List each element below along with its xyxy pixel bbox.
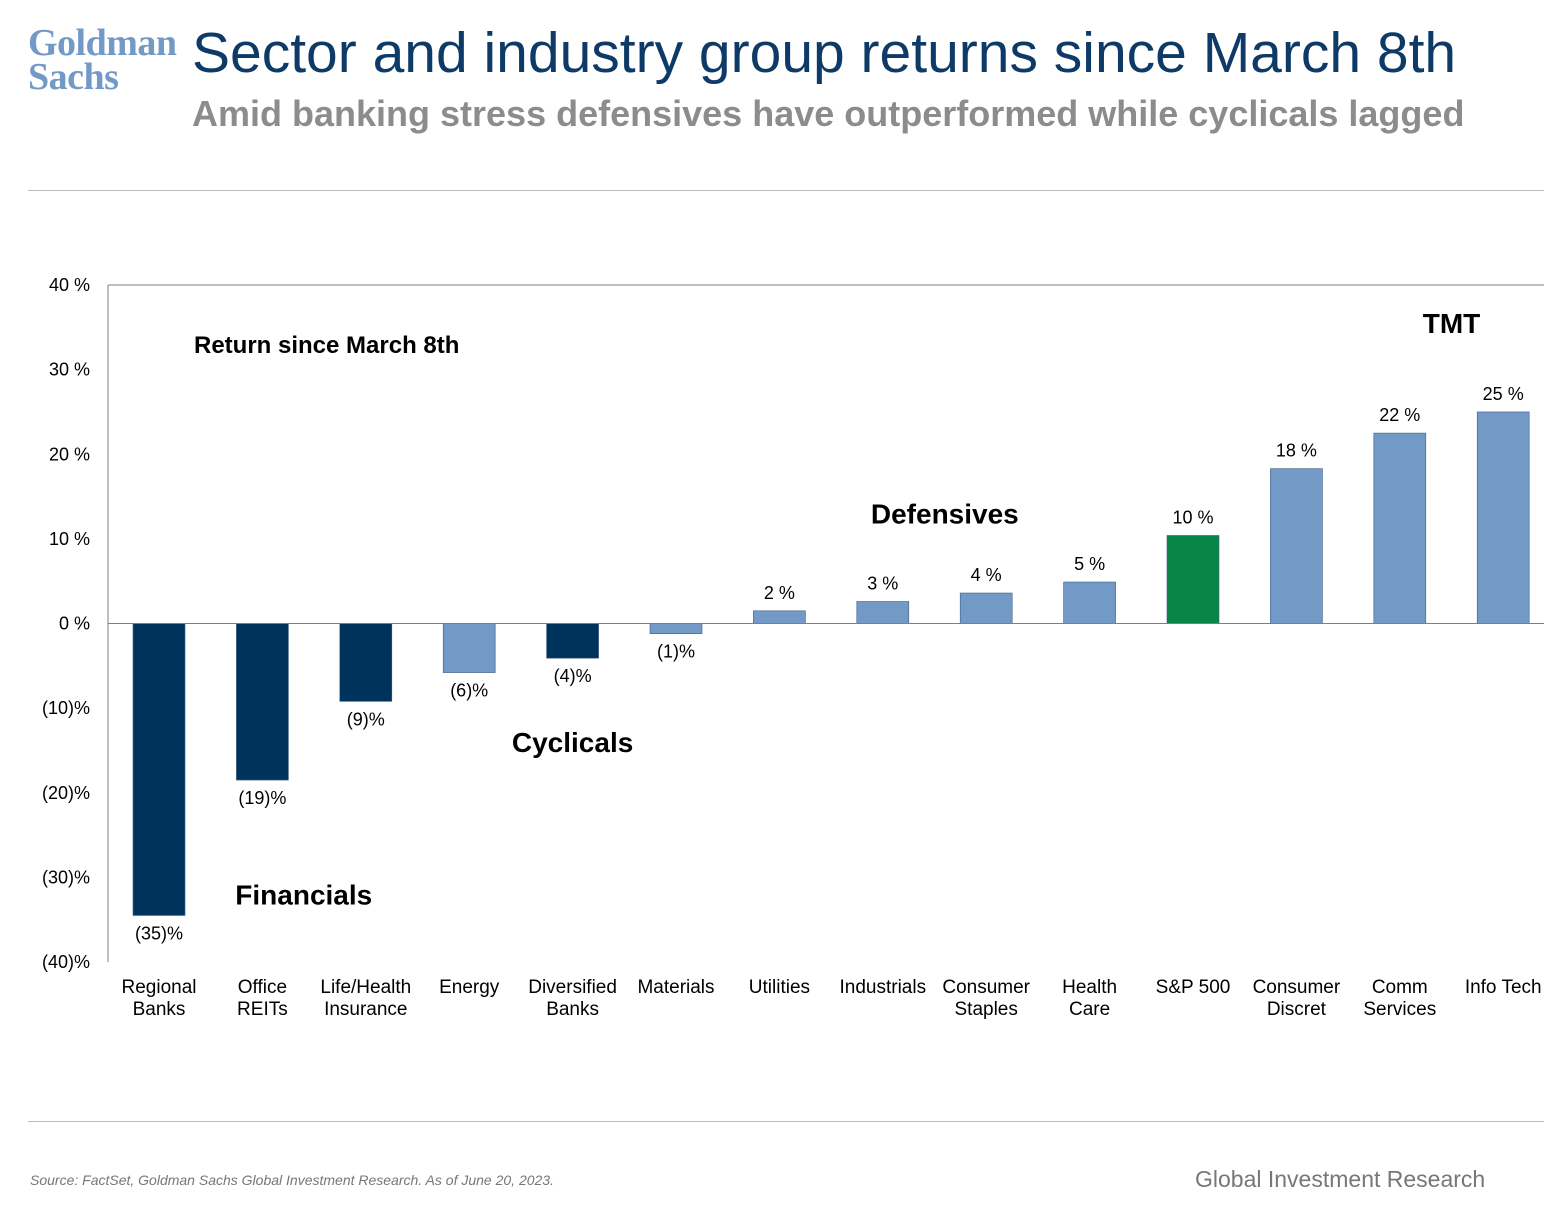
y-tick-label: (20)% [42, 783, 90, 803]
chart-inner-title: Return since March 8th [194, 332, 459, 359]
x-tick-label: Comm Services [1363, 977, 1436, 1020]
data-label: 25 % [1483, 384, 1524, 404]
x-tick-label: S&P 500 [1156, 977, 1231, 998]
y-tick-label: 0 % [59, 614, 90, 634]
x-tick-label-line: Life/Health [320, 977, 411, 998]
x-tick-label-line: Diversified [528, 977, 617, 998]
returns-bar-chart: 40 % 30 % 20 % 10 % 0 % (10)% (20)% (30)% (40)% R… [42, 275, 1544, 1020]
data-label: (4)% [554, 666, 592, 686]
x-tick-label-line: Regional [122, 977, 197, 998]
data-label: 18 % [1276, 441, 1317, 461]
y-tick-label: 30 % [49, 360, 90, 380]
bar [753, 610, 806, 624]
bar [1476, 411, 1530, 624]
x-tick-label-line: Care [1069, 999, 1110, 1020]
bar [649, 623, 703, 634]
data-label: (35)% [135, 923, 183, 943]
x-tick-label-line: Office [238, 977, 287, 998]
bar [236, 623, 289, 781]
x-tick-label-line: Energy [439, 977, 500, 998]
group-annotation: Defensives [871, 498, 1019, 529]
bar [1063, 581, 1116, 624]
x-tick-label: Office REITs [237, 977, 288, 1020]
data-label: 10 % [1172, 507, 1213, 527]
x-tick-label-line: Materials [637, 977, 714, 998]
page-title: Sector and industry group returns since … [192, 21, 1457, 85]
data-label: 5 % [1074, 554, 1105, 574]
x-tick-label: Info Tech [1465, 977, 1542, 998]
x-tick-label: Regional Banks [122, 977, 197, 1020]
x-tick-label-line: REITs [237, 999, 288, 1020]
x-tick-label-line: Utilities [749, 977, 810, 998]
goldman-sachs-logo: Goldman Sachs [28, 22, 178, 98]
x-tick-label: Life/Health Insurance [320, 977, 411, 1020]
bar [546, 623, 599, 659]
data-label: (19)% [238, 788, 286, 808]
x-tick-label: Health Care [1062, 977, 1117, 1020]
group-annotation: Cyclicals [512, 727, 633, 758]
y-tick-label: 20 % [49, 444, 90, 464]
group-annotation: TMT [1423, 308, 1481, 339]
x-tick-label: Industrials [839, 977, 926, 998]
x-tick-label-line: Services [1363, 999, 1436, 1020]
logo-line-2: Sachs [28, 56, 119, 98]
y-tick-label: 10 % [49, 529, 90, 549]
data-label: (6)% [450, 681, 488, 701]
y-tick-label: (30)% [42, 867, 90, 887]
data-label: 4 % [971, 565, 1002, 585]
data-label: 2 % [764, 583, 795, 603]
bar [132, 623, 186, 916]
bar [1373, 432, 1427, 624]
x-tick-label-line: Consumer [1253, 977, 1341, 998]
y-tick-label: 40 % [49, 275, 90, 295]
group-annotation: Financials [235, 879, 372, 910]
source-note: Source: FactSet, Goldman Sachs Global In… [30, 1172, 554, 1188]
bar [442, 623, 496, 673]
data-label: (9)% [347, 709, 385, 729]
x-tick-label: Diversified Banks [528, 977, 617, 1020]
data-label: 22 % [1379, 405, 1420, 425]
x-tick-label: Materials [637, 977, 714, 998]
footer-brand: Global Investment Research [1195, 1166, 1486, 1192]
bar [1166, 535, 1220, 624]
logo-line-1: Goldman [28, 22, 177, 64]
x-tick-label-line: Comm [1372, 977, 1428, 998]
bar [1270, 468, 1323, 624]
bar [856, 601, 910, 624]
x-tick-label-line: Insurance [324, 999, 407, 1020]
data-label: (1)% [657, 642, 695, 662]
x-tick-label: Consumer Staples [942, 977, 1030, 1020]
y-tick-label: (40)% [42, 952, 90, 972]
x-tick-label-line: S&P 500 [1156, 977, 1231, 998]
x-tick-label-line: Industrials [839, 977, 926, 998]
x-tick-label-line: Banks [133, 999, 186, 1020]
bottom-divider [28, 1121, 1544, 1122]
page-subtitle: Amid banking stress defensives have outp… [192, 93, 1465, 134]
x-tick-label-line: Info Tech [1465, 977, 1542, 998]
x-tick-label-line: Banks [546, 999, 599, 1020]
x-tick-label-line: Discret [1267, 999, 1327, 1020]
x-tick-label-line: Staples [955, 999, 1018, 1020]
top-divider [28, 190, 1544, 191]
y-tick-label: (10)% [42, 698, 90, 718]
x-tick-label-line: Health [1062, 977, 1117, 998]
x-tick-label: Energy [439, 977, 500, 998]
x-tick-label: Consumer Discret [1253, 977, 1341, 1020]
x-tick-label-line: Consumer [942, 977, 1030, 998]
bar [339, 623, 393, 702]
x-tick-label: Utilities [749, 977, 810, 998]
data-label: 3 % [867, 573, 898, 593]
bar [959, 592, 1013, 624]
